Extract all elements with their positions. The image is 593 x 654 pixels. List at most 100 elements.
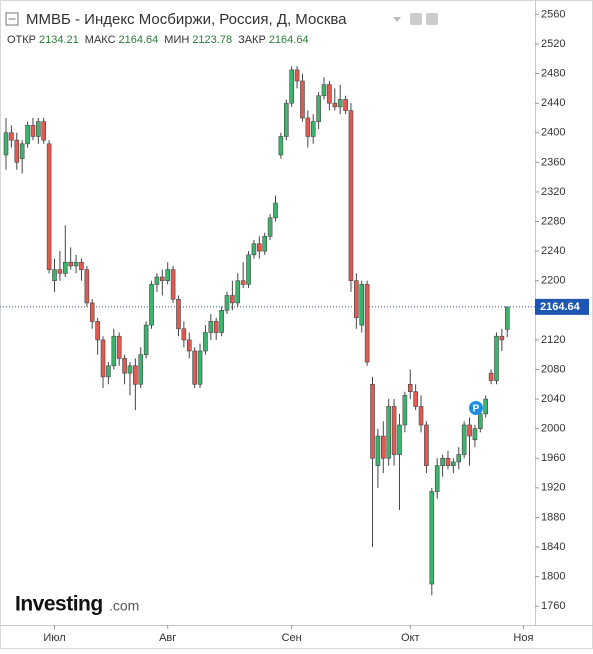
- y-tick-label: 1880: [541, 511, 565, 523]
- candle-body: [62, 261, 68, 274]
- candle-body: [359, 284, 365, 326]
- candle-body: [418, 406, 424, 426]
- candle-body: [57, 269, 63, 274]
- candle-body: [402, 395, 408, 426]
- candle-body: [348, 110, 354, 282]
- candle-body: [445, 457, 451, 466]
- info-value: 2164.64: [119, 34, 159, 46]
- info-label: МИН: [164, 34, 189, 46]
- candle-body: [354, 280, 359, 318]
- event-marker-label: P: [473, 404, 480, 415]
- candle-body: [488, 372, 494, 381]
- candle-body: [332, 102, 338, 108]
- candle-body: [219, 310, 224, 333]
- candle-body: [3, 132, 9, 156]
- candle-body: [424, 424, 429, 466]
- candle-body: [380, 435, 386, 459]
- y-tick-label: 2280: [541, 215, 565, 227]
- y-tick-label: 2240: [541, 245, 565, 257]
- y-tick-label: 1840: [541, 541, 565, 553]
- candle-body: [461, 424, 467, 455]
- candle-body: [181, 328, 187, 341]
- x-tick-label: Сен: [282, 632, 302, 644]
- candle-body: [165, 269, 170, 282]
- candle-body: [176, 298, 181, 330]
- candle-body: [224, 295, 230, 311]
- settings-icon[interactable]: [426, 13, 438, 25]
- candle-body: [197, 350, 203, 385]
- logo-name: Investing: [15, 593, 103, 616]
- candle-body: [494, 335, 499, 381]
- y-tick-label: 2480: [541, 67, 565, 79]
- candle-body: [149, 284, 154, 326]
- candle-body: [95, 321, 100, 341]
- candle-body: [472, 428, 478, 441]
- x-tick-label: Июл: [43, 632, 65, 644]
- candle-body: [429, 491, 435, 585]
- y-tick-label: 2200: [541, 275, 565, 287]
- candle-body: [208, 321, 214, 333]
- y-tick-label: 2400: [541, 127, 565, 139]
- info-label: ОТКР: [7, 34, 36, 46]
- info-value: 2123.78: [192, 34, 232, 46]
- candle-body: [397, 424, 402, 455]
- dropdown-arrow[interactable]: [393, 17, 401, 22]
- x-tick-label: Ноя: [513, 632, 533, 644]
- candle-body: [133, 365, 138, 385]
- eye-icon[interactable]: [410, 13, 422, 25]
- candle-body: [9, 132, 14, 141]
- candle-body: [46, 143, 52, 270]
- candle-body: [407, 383, 413, 392]
- candle-body: [143, 324, 149, 355]
- candle-body: [294, 69, 300, 82]
- candle-body: [79, 261, 84, 270]
- info-label: ЗАКР: [238, 34, 266, 46]
- candle-body: [343, 99, 348, 111]
- candle-body: [100, 339, 106, 378]
- info-value: 2164.64: [269, 34, 309, 46]
- y-tick-label: 1960: [541, 452, 565, 464]
- candle-body: [321, 84, 327, 97]
- candle-body: [14, 139, 20, 163]
- candle-body: [451, 461, 456, 466]
- candle-body: [273, 202, 278, 219]
- candle-body: [235, 280, 241, 304]
- candle-body: [478, 413, 483, 429]
- y-tick-label: 2080: [541, 363, 565, 375]
- candle-body: [386, 406, 391, 459]
- candle-body: [499, 335, 505, 341]
- candle-body: [240, 280, 246, 285]
- candle-body: [413, 391, 418, 407]
- y-tick-label: 2520: [541, 38, 565, 50]
- candle-body: [310, 121, 316, 137]
- y-tick-label: 2000: [541, 423, 565, 435]
- ohlc-info: ОТКР 2134.21 МАКС 2164.64 МИН 2123.78 ЗАКР 2164…: [7, 34, 309, 46]
- candle-body: [73, 261, 79, 267]
- candle-body: [111, 335, 117, 367]
- candle-body: [192, 350, 197, 385]
- last-price-box: [535, 298, 589, 315]
- candle-body: [262, 236, 268, 252]
- candle-body: [327, 84, 332, 104]
- candle-body: [300, 80, 305, 119]
- candle-body: [467, 424, 472, 437]
- candle-body: [251, 243, 257, 256]
- y-tick-label: 2440: [541, 97, 565, 109]
- candle-body: [36, 121, 41, 137]
- candle-body: [203, 332, 208, 352]
- candle-body: [283, 102, 289, 137]
- y-tick-label: 1800: [541, 571, 565, 583]
- y-tick-label: 1920: [541, 482, 565, 494]
- info-value: 2134.21: [39, 34, 79, 46]
- candle-body: [364, 284, 370, 363]
- candle-body: [30, 125, 36, 137]
- candle-body: [170, 269, 176, 300]
- y-tick-label: 2560: [541, 8, 565, 20]
- candle-body: [316, 95, 321, 122]
- candle-body: [116, 335, 122, 359]
- candle-body: [138, 354, 144, 385]
- candle-body: [257, 243, 262, 252]
- candle-body: [127, 365, 133, 374]
- candle-body: [434, 465, 440, 492]
- candle-body: [391, 406, 397, 455]
